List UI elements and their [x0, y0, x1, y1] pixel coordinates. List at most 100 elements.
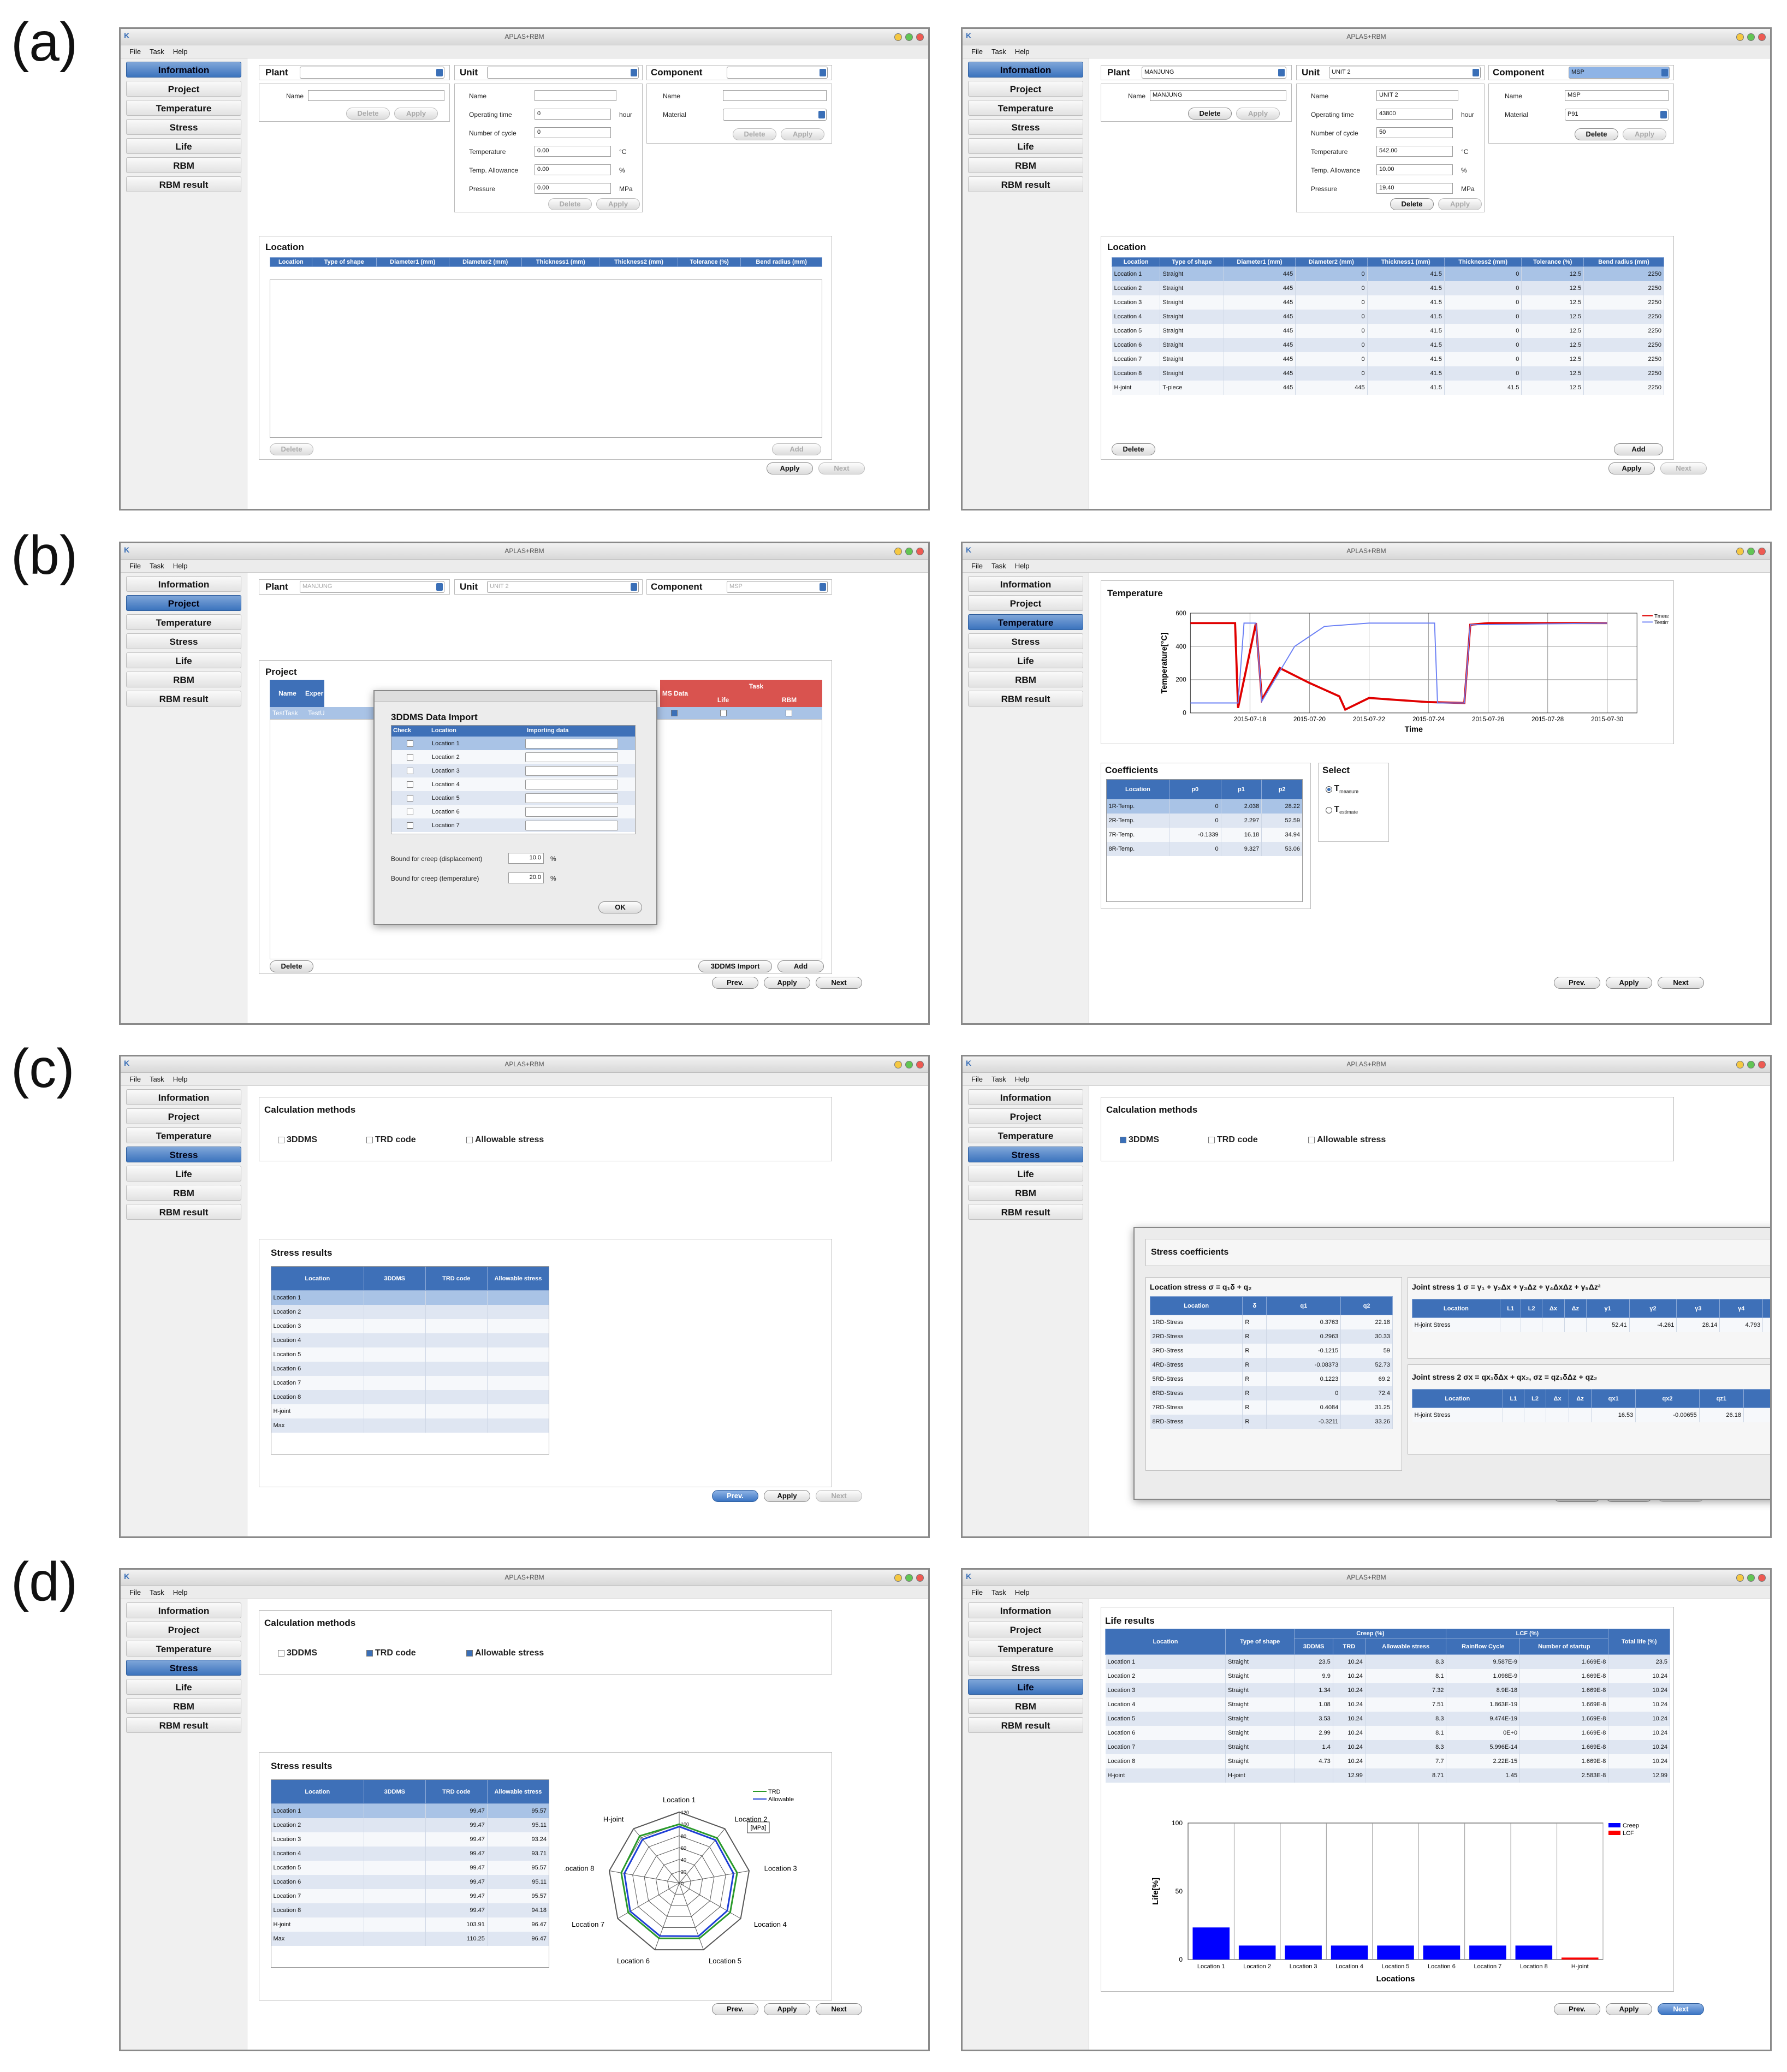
bound-temp-input[interactable]: 20.0 — [508, 872, 544, 883]
table-row[interactable]: 1R-Temp. 0 2.038 28.22 — [1106, 799, 1303, 814]
sidebar-item-project[interactable]: Project — [126, 1108, 241, 1124]
menu-file[interactable]: File — [971, 562, 983, 570]
table-row[interactable]: Location 2 Straight 445 0 41.5 0 12.5 2250 — [1112, 281, 1664, 295]
next-button[interactable]: Next — [816, 977, 862, 989]
sidebar-item-rbm[interactable]: RBM — [968, 672, 1083, 687]
rbm-checkbox[interactable] — [786, 710, 792, 716]
table-row[interactable]: Location 7 — [271, 1375, 550, 1390]
loc-coeff-cell[interactable]: R — [1242, 1400, 1267, 1415]
method-3ddms-checkbox[interactable]: 3DDMS — [278, 1648, 317, 1658]
import-row[interactable]: Location 7 — [391, 818, 635, 832]
method-allowable-checkbox[interactable]: Allowable stress — [466, 1135, 544, 1145]
menu-file[interactable]: File — [129, 1075, 141, 1083]
minimize-icon[interactable] — [894, 548, 902, 555]
menu-task[interactable]: Task — [149, 562, 164, 570]
table-row[interactable]: 3RD-Stress R -0.1215 59 — [1150, 1343, 1393, 1358]
table-row[interactable]: H-joint Stress 52.41-4.26128.144.793-7.20… — [1412, 1317, 1770, 1332]
sidebar-item-information[interactable]: Information — [126, 1089, 241, 1105]
table-cell[interactable]: T-piece — [1160, 380, 1224, 395]
menu-task[interactable]: Task — [991, 48, 1006, 56]
unit-name-input[interactable] — [535, 90, 616, 101]
sidebar-item-temperature[interactable]: Temperature — [126, 1127, 241, 1143]
menu-help[interactable]: Help — [1014, 1588, 1030, 1596]
sidebar-item-temperature[interactable]: Temperature — [968, 614, 1083, 630]
location-delete-button[interactable]: Delete — [270, 443, 313, 455]
close-icon[interactable] — [1758, 1061, 1766, 1068]
menu-help[interactable]: Help — [1014, 1075, 1030, 1083]
close-icon[interactable] — [1758, 548, 1766, 555]
sidebar-item-life[interactable]: Life — [968, 138, 1083, 154]
import-checkbox[interactable] — [407, 753, 413, 761]
sidebar-item-stress[interactable]: Stress — [968, 633, 1083, 649]
apply-button[interactable]: Apply — [1606, 2003, 1652, 2015]
loc-coeff-cell[interactable]: R — [1242, 1329, 1267, 1344]
import-checkbox[interactable] — [407, 740, 413, 747]
component-name-input[interactable]: MSP — [1565, 90, 1669, 101]
sidebar-item-life[interactable]: Life — [126, 1166, 241, 1182]
menu-task[interactable]: Task — [149, 48, 164, 56]
next-button[interactable]: Next — [1658, 2003, 1704, 2015]
plant-apply-button[interactable]: Apply — [1236, 108, 1280, 120]
plant-apply-button[interactable]: Apply — [394, 108, 438, 120]
close-icon[interactable] — [916, 33, 924, 41]
menu-task[interactable]: Task — [991, 1588, 1006, 1596]
allowance-input[interactable]: 0.00 — [535, 164, 611, 175]
loc-coeff-cell[interactable]: R — [1242, 1372, 1267, 1386]
sidebar-item-rbm[interactable]: RBM — [126, 672, 241, 687]
table-row[interactable]: Location 5 — [271, 1347, 550, 1362]
menu-task[interactable]: Task — [149, 1588, 164, 1596]
sidebar-item-project[interactable]: Project — [126, 595, 241, 611]
table-row[interactable]: H-joint 103.91 96.47 — [271, 1917, 550, 1932]
location-add-button[interactable]: Add — [772, 443, 821, 455]
sidebar-item-project[interactable]: Project — [968, 1622, 1083, 1637]
menu-help[interactable]: Help — [1014, 562, 1030, 570]
j1-cell[interactable] — [1542, 1317, 1565, 1332]
loc-coeff-cell[interactable]: R — [1242, 1386, 1267, 1400]
sidebar-item-information[interactable]: Information — [968, 1089, 1083, 1105]
measure-radio[interactable]: Tmeasure — [1326, 784, 1358, 794]
table-row[interactable]: 8RD-Stress R -0.3211 33.26 — [1150, 1414, 1393, 1429]
minimize-icon[interactable] — [1736, 548, 1744, 555]
minimize-icon[interactable] — [1736, 1061, 1744, 1068]
method-allowable-checkbox[interactable]: Allowable stress — [466, 1648, 544, 1658]
table-row[interactable]: Location 4 — [271, 1333, 550, 1347]
plant-select[interactable] — [300, 67, 444, 79]
minimize-icon[interactable] — [1736, 1574, 1744, 1582]
import-row[interactable]: Location 6 — [391, 805, 635, 818]
importing-select[interactable] — [525, 752, 618, 762]
import-row[interactable]: Location 5 — [391, 791, 635, 805]
apply-button[interactable]: Apply — [764, 1490, 810, 1502]
loc-coeff-cell[interactable]: R — [1242, 1414, 1267, 1429]
table-row[interactable]: 2RD-Stress R 0.2963 30.33 — [1150, 1329, 1393, 1344]
next-button[interactable]: Next — [816, 1490, 862, 1502]
sidebar-item-life[interactable]: Life — [126, 138, 241, 154]
j1-cell[interactable] — [1521, 1317, 1542, 1332]
apply-button[interactable]: Apply — [764, 977, 810, 989]
j2-cell[interactable] — [1569, 1408, 1592, 1422]
zoom-icon[interactable] — [1747, 33, 1755, 41]
sidebar-item-stress[interactable]: Stress — [126, 633, 241, 649]
sidebar-item-stress[interactable]: Stress — [126, 1147, 241, 1162]
importing-select[interactable] — [525, 806, 618, 817]
sidebar-item-rbm-result[interactable]: RBM result — [126, 1717, 241, 1733]
apply-button[interactable]: Apply — [1608, 462, 1655, 474]
table-row[interactable]: 7R-Temp. -0.1339 16.18 34.94 — [1106, 827, 1303, 842]
zoom-icon[interactable] — [905, 33, 913, 41]
table-row[interactable]: Location 8 99.47 94.18 — [271, 1903, 550, 1917]
sidebar-item-rbm[interactable]: RBM — [968, 1185, 1083, 1201]
table-row[interactable]: 6RD-Stress R 0 72.4 — [1150, 1386, 1393, 1400]
table-cell[interactable]: Straight — [1160, 323, 1224, 338]
sidebar-item-life[interactable]: Life — [968, 1166, 1083, 1182]
importing-select[interactable] — [525, 820, 618, 830]
prev-button[interactable]: Prev. — [712, 2003, 758, 2015]
table-row[interactable]: Location 8 Straight 4.73 10.24 7.7 2.22E-15 1.… — [1105, 1754, 1670, 1768]
import-row[interactable]: Location 3 — [391, 764, 635, 777]
table-row[interactable]: Max 110.25 96.47 — [271, 1931, 550, 1946]
import-checkbox[interactable] — [407, 767, 413, 774]
material-select[interactable]: P91 — [1565, 109, 1669, 121]
menu-task[interactable]: Task — [149, 1075, 164, 1083]
table-row[interactable]: H-joint — [271, 1404, 550, 1418]
cycle-input[interactable]: 0 — [535, 127, 611, 138]
method-trd-checkbox[interactable]: TRD code — [366, 1135, 416, 1145]
sidebar-item-temperature[interactable]: Temperature — [126, 614, 241, 630]
